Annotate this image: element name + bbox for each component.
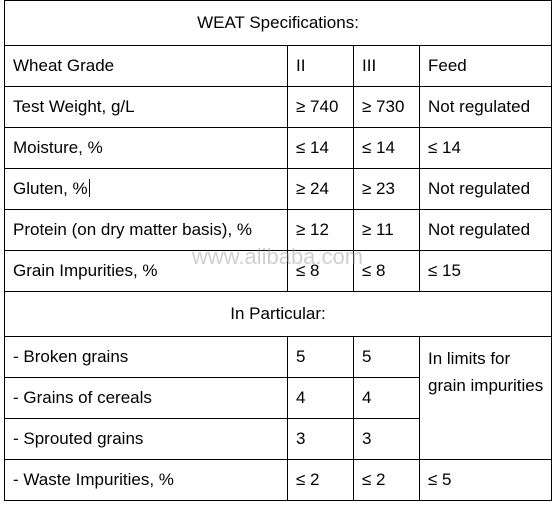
table-cell: Not regulated	[419, 209, 552, 251]
table-cell: 5	[287, 336, 354, 378]
row-label[interactable]: Gluten, %	[4, 168, 288, 210]
row-label: - Sprouted grains	[4, 418, 288, 460]
table-cell: ≥ 730	[353, 86, 420, 128]
table-cell: 3	[287, 418, 354, 460]
title-row: WEAT Specifications:	[4, 0, 552, 46]
table-cell: ≤ 14	[287, 127, 354, 169]
table-cell: ≥ 24	[287, 168, 354, 210]
text-cursor	[88, 179, 90, 197]
row-label: - Grains of cereals	[4, 377, 288, 419]
table-row: - Sprouted grains 3 3	[4, 418, 552, 460]
header-cell: Wheat Grade	[4, 45, 288, 87]
row-label: Grain Impurities, %	[4, 250, 288, 292]
table-row: Moisture, % ≤ 14 ≤ 14 ≤ 14	[4, 127, 552, 169]
table-cell: ≤ 2	[287, 459, 354, 501]
row-label: Test Weight, g/L	[4, 86, 288, 128]
table-row: - Grains of cereals 4 4	[4, 377, 552, 419]
table-cell: Not regulated	[419, 168, 552, 210]
row-label: - Waste Impurities, %	[4, 459, 288, 501]
table-row: Grain Impurities, % ≤ 8 ≤ 8 ≤ 15	[4, 250, 552, 292]
table-cell: ≤ 15	[419, 250, 552, 292]
table-row: Protein (on dry matter basis), % ≥ 12 ≥ …	[4, 209, 552, 251]
header-row: Wheat Grade II III Feed	[4, 45, 552, 87]
table-cell: 3	[353, 418, 420, 460]
table-cell: ≤ 14	[353, 127, 420, 169]
header-cell: III	[353, 45, 420, 87]
table-cell: Not regulated	[419, 86, 552, 128]
row-label: Protein (on dry matter basis), %	[4, 209, 288, 251]
header-cell: Feed	[419, 45, 552, 87]
specifications-table: WEAT Specifications: Wheat Grade II III …	[4, 0, 552, 501]
table-cell: ≥ 12	[287, 209, 354, 251]
table-row: - Waste Impurities, % ≤ 2 ≤ 2 ≤ 5	[4, 459, 552, 501]
table-row: Test Weight, g/L ≥ 740 ≥ 730 Not regulat…	[4, 86, 552, 128]
table-row: Gluten, % ≥ 24 ≥ 23 Not regulated	[4, 168, 552, 210]
table-cell: ≤ 14	[419, 127, 552, 169]
section-heading: In Particular:	[4, 291, 552, 337]
table-cell: ≤ 2	[353, 459, 420, 501]
table-cell: 5	[353, 336, 420, 378]
table-cell: ≤ 8	[353, 250, 420, 292]
table-cell: ≥ 11	[353, 209, 420, 251]
header-cell: II	[287, 45, 354, 87]
row-label: - Broken grains	[4, 336, 288, 378]
table-cell: 4	[353, 377, 420, 419]
row-label: Moisture, %	[4, 127, 288, 169]
table-cell: ≤ 5	[419, 459, 552, 501]
table-cell: ≥ 740	[287, 86, 354, 128]
merged-note-cell: In limits for grain impurities	[419, 336, 552, 460]
table-cell: 4	[287, 377, 354, 419]
table-row: - Broken grains 5 5 In limits for grain …	[4, 336, 552, 460]
section-row: In Particular:	[4, 291, 552, 337]
gluten-label: Gluten, %	[13, 179, 88, 198]
table-cell: ≤ 8	[287, 250, 354, 292]
table-title: WEAT Specifications:	[4, 0, 552, 46]
table-cell: ≥ 23	[353, 168, 420, 210]
